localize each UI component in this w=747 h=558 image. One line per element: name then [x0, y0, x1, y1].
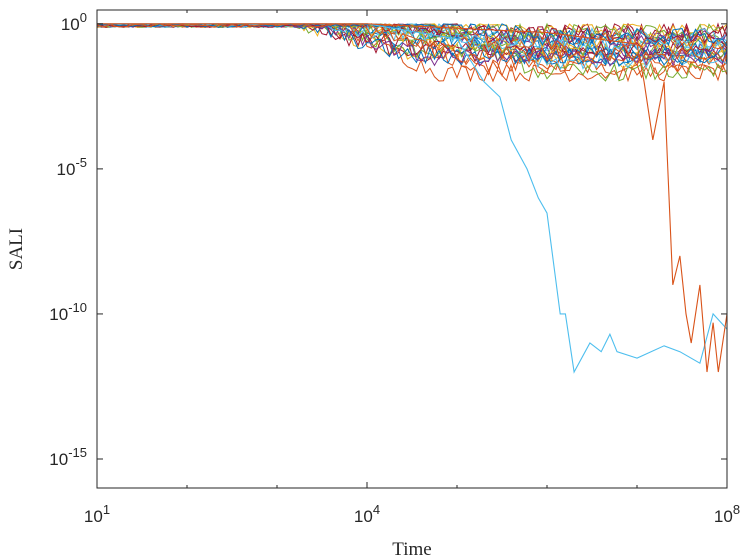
x-tick-label: 104 — [354, 502, 380, 526]
bundle-line — [96, 23, 728, 67]
plot-area-frame — [96, 9, 728, 489]
bundle-line — [96, 23, 728, 63]
series-line — [97, 23, 728, 374]
x-tick-label: 108 — [714, 502, 740, 526]
y-tick-label: 10-10 — [49, 300, 87, 324]
y-tick-label: 100 — [61, 10, 87, 34]
x-tick-label: 101 — [84, 502, 110, 526]
y-axis-label: SALI — [6, 228, 27, 270]
x-axis-label: Time — [392, 539, 431, 558]
series-lines — [96, 22, 728, 374]
y-tick-label: 10-15 — [49, 445, 87, 469]
series-line — [97, 23, 728, 373]
axis-ticks: 101 104 108 100 10-5 10-10 10-15 — [49, 10, 740, 526]
y-tick-label: 10-5 — [57, 155, 87, 179]
